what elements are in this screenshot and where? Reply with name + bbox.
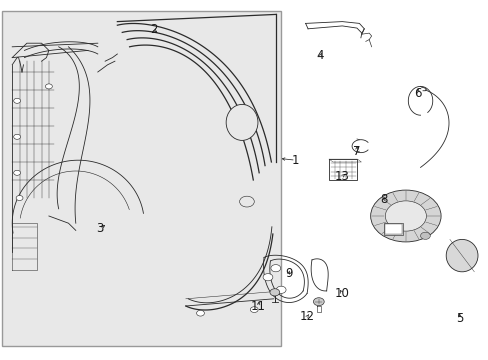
Text: 13: 13 <box>334 170 349 183</box>
Circle shape <box>385 201 426 231</box>
Circle shape <box>250 307 258 312</box>
Circle shape <box>420 232 429 239</box>
Ellipse shape <box>225 104 258 140</box>
Circle shape <box>45 84 52 89</box>
FancyBboxPatch shape <box>2 11 281 346</box>
Bar <box>383 223 403 235</box>
Text: 6: 6 <box>413 87 421 100</box>
Circle shape <box>239 196 254 207</box>
Bar <box>328 159 357 180</box>
Circle shape <box>270 265 280 272</box>
Circle shape <box>14 98 20 103</box>
Circle shape <box>263 274 272 281</box>
Text: 12: 12 <box>299 310 314 323</box>
Text: 9: 9 <box>284 267 292 280</box>
Text: 1: 1 <box>291 154 299 167</box>
Circle shape <box>276 286 285 293</box>
Circle shape <box>14 134 20 139</box>
Bar <box>384 224 402 234</box>
Text: 7: 7 <box>352 145 360 158</box>
Text: 10: 10 <box>334 287 349 300</box>
Circle shape <box>370 190 440 242</box>
Text: 3: 3 <box>96 222 104 235</box>
Circle shape <box>16 195 23 201</box>
Circle shape <box>313 298 324 306</box>
Text: 8: 8 <box>379 193 387 206</box>
Circle shape <box>196 310 204 316</box>
Circle shape <box>14 170 20 175</box>
Ellipse shape <box>445 239 477 272</box>
Text: 5: 5 <box>455 312 463 325</box>
Text: 2: 2 <box>150 23 158 36</box>
Text: 11: 11 <box>250 300 265 313</box>
Text: 4: 4 <box>316 49 324 62</box>
Circle shape <box>269 289 279 296</box>
